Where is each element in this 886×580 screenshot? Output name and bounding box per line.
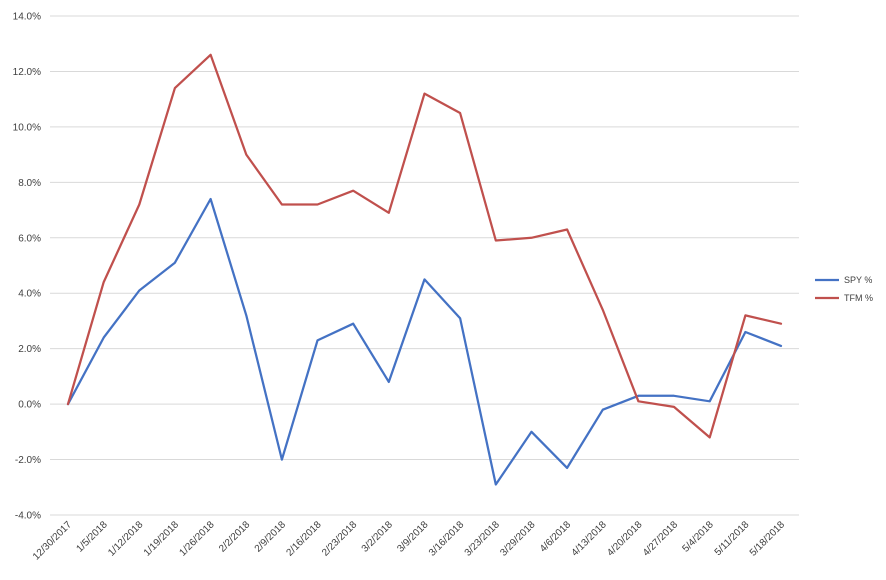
data-point <box>709 400 711 402</box>
data-point <box>637 400 639 402</box>
legend-item-tfm: TFM % <box>815 293 873 303</box>
data-point <box>67 403 69 405</box>
data-point <box>102 281 104 283</box>
data-point <box>316 203 318 205</box>
legend: SPY % TFM % <box>815 275 873 303</box>
x-tick-label: 1/26/2018 <box>177 519 217 559</box>
x-tick-label: 1/5/2018 <box>74 519 110 555</box>
y-tick-label: 6.0% <box>18 233 41 244</box>
x-tick-label: 3/23/2018 <box>463 519 503 559</box>
x-tick-label: 4/27/2018 <box>641 519 681 559</box>
data-point <box>423 278 425 280</box>
data-point <box>316 339 318 341</box>
data-point <box>209 198 211 200</box>
x-tick-label: 3/9/2018 <box>395 519 431 555</box>
data-point <box>602 408 604 410</box>
data-point <box>673 395 675 397</box>
y-tick-label: 12.0% <box>13 67 41 78</box>
legend-item-spy: SPY % <box>815 275 872 285</box>
data-point <box>673 406 675 408</box>
x-axis-tick-labels: 12/30/2017 1/5/20181/12/20181/19/20181/26… <box>31 519 787 562</box>
x-tick-label: 5/4/2018 <box>681 519 717 555</box>
series-layer <box>66 53 783 486</box>
data-point <box>245 153 247 155</box>
x-tick-label: 2/16/2018 <box>284 519 324 559</box>
data-point <box>281 458 283 460</box>
data-point <box>174 262 176 264</box>
x-tick-label: 1/12/2018 <box>106 519 146 559</box>
data-point <box>780 323 782 325</box>
data-point <box>744 314 746 316</box>
x-tick-label: 3/29/2018 <box>498 519 538 559</box>
y-axis-tick-labels: 14.0% 12.0% 10.0% 8.0% 6.0% 4.0% 2.0% 0.0% -2.0%… <box>13 12 41 522</box>
data-point <box>709 436 711 438</box>
data-point <box>352 323 354 325</box>
x-tick-label: 3/16/2018 <box>427 519 467 559</box>
x-tick-label: 5/11/2018 <box>713 519 752 558</box>
series-line-tfm <box>66 53 783 439</box>
x-tick-label: 2/9/2018 <box>253 519 289 555</box>
x-tick-label: 1/19/2018 <box>142 519 182 559</box>
y-tick-label: 4.0% <box>18 289 41 300</box>
data-point <box>566 228 568 230</box>
data-point <box>744 331 746 333</box>
y-tick-label: 2.0% <box>18 344 41 355</box>
x-tick-label: 2/23/2018 <box>320 519 360 559</box>
data-point <box>495 483 497 485</box>
x-tick-label: 4/13/2018 <box>570 519 610 559</box>
data-point <box>495 239 497 241</box>
data-point <box>138 203 140 205</box>
data-point <box>459 317 461 319</box>
x-tick-label: 2/2/2018 <box>217 519 253 555</box>
x-tick-label: 4/6/2018 <box>538 519 574 555</box>
x-tick-label: 3/2/2018 <box>360 519 396 555</box>
data-point <box>352 189 354 191</box>
x-tick-label: 12/30/2017 <box>31 519 74 562</box>
y-tick-label: 8.0% <box>18 178 41 189</box>
series-line-spy <box>66 197 783 486</box>
data-point <box>388 212 390 214</box>
grid-layer <box>50 15 799 516</box>
legend-label: SPY % <box>844 275 872 285</box>
data-point <box>530 431 532 433</box>
data-point <box>459 112 461 114</box>
legend-label: TFM % <box>844 293 873 303</box>
y-tick-label: -4.0% <box>15 511 41 522</box>
y-tick-label: -2.0% <box>15 455 41 466</box>
data-point <box>530 237 532 239</box>
data-point <box>388 381 390 383</box>
data-point <box>602 309 604 311</box>
x-tick-label: 4/20/2018 <box>605 519 645 559</box>
data-point <box>174 87 176 89</box>
x-tick-label: 5/18/2018 <box>748 519 788 559</box>
data-point <box>780 345 782 347</box>
data-point <box>138 289 140 291</box>
y-tick-label: 14.0% <box>13 12 41 23</box>
data-point <box>209 54 211 56</box>
data-point <box>566 467 568 469</box>
data-point <box>423 92 425 94</box>
y-tick-label: 10.0% <box>13 122 41 133</box>
data-point <box>102 336 104 338</box>
y-tick-label: 0.0% <box>18 400 41 411</box>
data-point <box>281 203 283 205</box>
data-point <box>245 314 247 316</box>
